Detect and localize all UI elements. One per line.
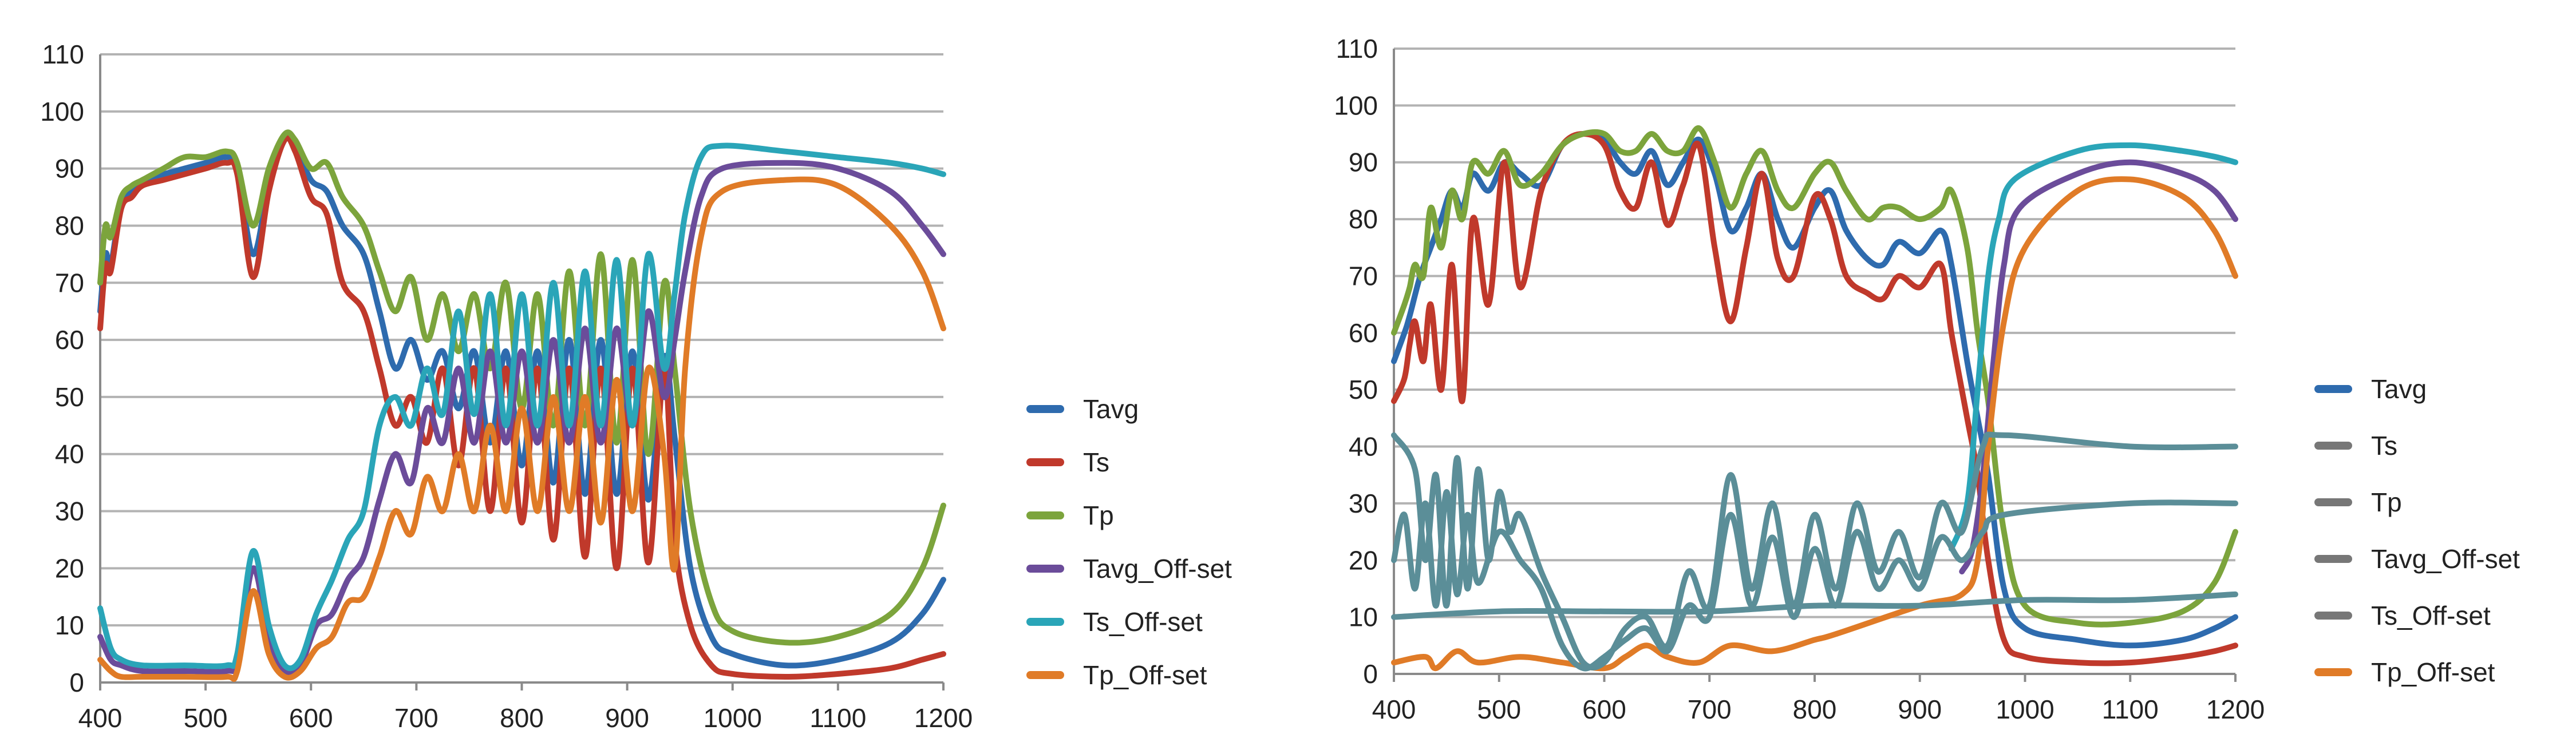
y-tick-label: 20: [55, 553, 84, 583]
y-tick-label: 20: [1349, 545, 1378, 575]
legend-label: Ts: [1083, 447, 1109, 477]
x-tick-label: 800: [500, 703, 544, 733]
series-line-ts-off-set: [1948, 142, 2238, 552]
x-tick-label: 1100: [809, 703, 866, 733]
y-tick-label: 100: [40, 97, 84, 126]
x-tick-label: 400: [1372, 695, 1416, 724]
x-tick-label: 1200: [914, 703, 973, 733]
x-tick-label: 1200: [2206, 695, 2265, 724]
x-tick-label: 500: [1477, 695, 1521, 724]
y-tick-label: 50: [1349, 375, 1378, 404]
left-chart: 0 10 20 30 40 50 60 70 80 90 100 110 400 500 600 700 800…: [40, 39, 1232, 733]
y-tick-label: 0: [69, 668, 84, 697]
y-tick-label: 80: [1349, 204, 1378, 234]
y-tick-label: 110: [42, 39, 84, 69]
x-tick-label: 1000: [704, 703, 762, 733]
series-line-ts-off-set: [97, 142, 946, 672]
right-chart: 0 10 20 30 40 50 60 70 80 90 100 110 400 500 600 700 800…: [1334, 34, 2520, 724]
series-line-unlabeled-7: [1391, 431, 2238, 670]
series-line-tp: [97, 129, 946, 646]
y-tick-label: 40: [1349, 432, 1378, 462]
y-tick-label: 80: [55, 211, 84, 240]
x-tick-label: 500: [184, 703, 228, 733]
y-tick-label: 60: [55, 325, 84, 355]
series-line-tavg-off-set: [97, 160, 946, 677]
y-tick-label: 90: [1349, 148, 1378, 177]
x-tick-label: 1000: [1996, 695, 2054, 724]
legend-label: Tavg_Off-set: [2371, 544, 2520, 574]
y-tick-label: 60: [1349, 318, 1378, 348]
y-tick-label: 100: [1334, 90, 1378, 120]
legend-label: Ts_Off-set: [1083, 607, 1203, 637]
series-line-tp-off-set: [97, 176, 946, 682]
x-tick-label: 900: [605, 703, 649, 733]
x-tick-label: 1100: [2102, 695, 2159, 724]
y-tick-label: 10: [55, 610, 84, 640]
legend-label: Ts_Off-set: [2371, 601, 2491, 630]
y-tick-label: 40: [55, 439, 84, 469]
legend-label: Tp: [2371, 487, 2402, 517]
y-tick-label: 50: [55, 382, 84, 412]
x-tick-label: 600: [1582, 695, 1626, 724]
legend-label: Tavg: [1083, 394, 1139, 424]
x-tick-label: 800: [1793, 695, 1837, 724]
legend-label: Tp_Off-set: [1083, 660, 1207, 690]
x-tick-label: 600: [289, 703, 333, 733]
series-line-tavg-off-set: [1959, 159, 2238, 575]
x-tick-label: 700: [394, 703, 438, 733]
y-tick-label: 70: [55, 268, 84, 297]
legend-label: Tp: [1083, 501, 1114, 530]
legend-label: Ts: [2371, 431, 2397, 461]
y-tick-label: 70: [1349, 261, 1378, 291]
y-tick-label: 10: [1349, 602, 1378, 632]
y-tick-label: 30: [1349, 489, 1378, 518]
series-line-unlabeled-8: [1391, 489, 2238, 672]
legend-label: Tavg: [2371, 374, 2427, 404]
legend-label: Tp_Off-set: [2371, 657, 2495, 687]
legend-label: Tavg_Off-set: [1083, 554, 1232, 584]
y-tick-label: 90: [55, 154, 84, 184]
y-tick-label: 0: [1363, 659, 1378, 689]
x-tick-label: 700: [1688, 695, 1732, 724]
series-line-tp-off-set: [1391, 176, 2238, 672]
x-tick-label: 400: [78, 703, 123, 733]
y-tick-label: 110: [1336, 34, 1378, 64]
y-tick-label: 30: [55, 497, 84, 526]
series-line-unlabeled-6: [1391, 591, 2238, 620]
x-tick-label: 900: [1898, 695, 1942, 724]
